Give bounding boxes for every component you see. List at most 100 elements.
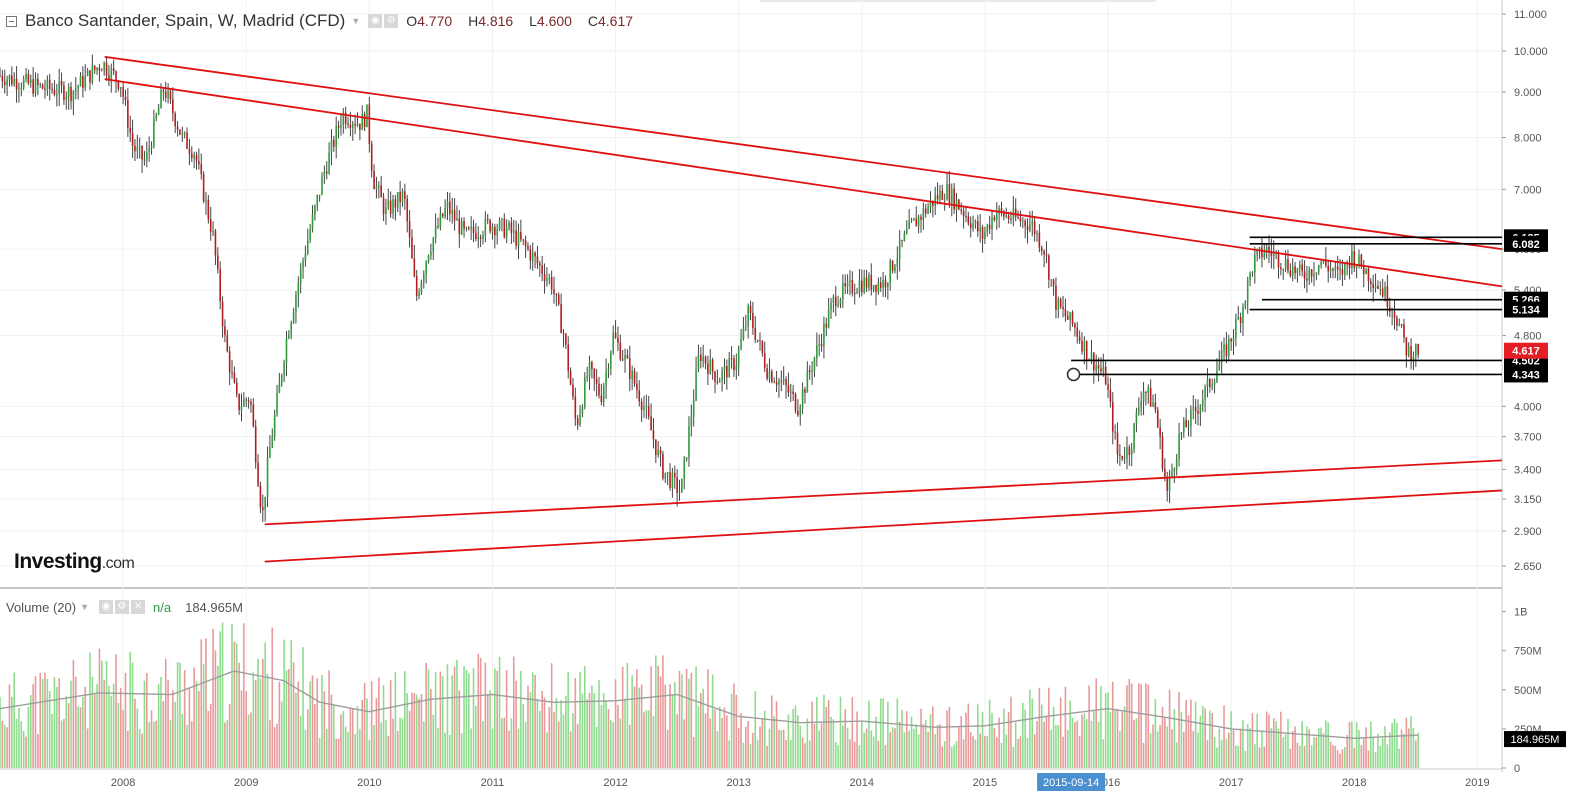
candle-body (740, 338, 742, 349)
volume-bar (1225, 738, 1228, 768)
price-tick-label: 9.000 (1514, 87, 1542, 99)
candle-body (190, 153, 193, 159)
volume-bar (617, 705, 619, 768)
volume-bar (562, 714, 565, 768)
chevron-down-icon[interactable]: ▼ (80, 602, 90, 612)
candle-body (1152, 402, 1154, 407)
candle-body (1282, 268, 1285, 270)
candle-body (924, 208, 927, 214)
gear-icon[interactable]: ⚙ (384, 14, 399, 28)
candle-body (621, 359, 624, 361)
price-tick-label: 4.800 (1514, 331, 1542, 343)
volume-bar (188, 687, 191, 768)
candle-body (863, 277, 865, 293)
candle-body (1329, 269, 1332, 272)
close-icon[interactable]: ✕ (131, 600, 146, 614)
volume-bar (356, 706, 359, 768)
high-label: H (468, 13, 479, 29)
volume-bar (1294, 726, 1296, 768)
volume-bar (115, 654, 117, 768)
price-tick-label: 2.900 (1514, 526, 1542, 538)
volume-bar (1254, 744, 1256, 768)
volume-bar (858, 745, 861, 768)
candle-body (1381, 288, 1384, 297)
candle-body (1164, 468, 1166, 477)
candle-body (508, 222, 510, 229)
candle-body (67, 86, 70, 97)
volume-bar (1029, 689, 1031, 768)
volume-bar (238, 662, 240, 768)
volume-bar (520, 671, 522, 768)
gear-icon[interactable]: ⚙ (115, 600, 130, 614)
volume-bar (901, 709, 903, 768)
volume-bar (690, 672, 693, 768)
volume-bar (763, 710, 766, 768)
volume-bar (63, 719, 65, 768)
candle-body (122, 87, 124, 97)
volume-bar (1074, 722, 1076, 768)
candle-body (72, 91, 75, 102)
candle-body (254, 426, 257, 463)
volume-bar (1370, 721, 1372, 768)
volume-bar (666, 729, 669, 768)
volume-bar (512, 656, 515, 768)
logo-suffix: .com (101, 555, 135, 572)
candle-body (633, 370, 636, 384)
volume-bar (221, 622, 224, 768)
volume-bar (359, 728, 361, 768)
volume-bar (1187, 715, 1190, 768)
time-tick-label: 2014 (850, 777, 874, 789)
volume-bar (801, 737, 804, 768)
volume-bar (101, 660, 103, 768)
candle-body (496, 229, 498, 236)
time-tick-label: 2010 (357, 777, 381, 789)
candle-body (430, 251, 432, 256)
volume-bar (1287, 718, 1289, 768)
volume-bar (295, 692, 297, 768)
crosshair-date-label: 2015-09-14 (1043, 777, 1099, 789)
volume-bar (1334, 745, 1337, 768)
candle-body (1180, 432, 1183, 435)
chevron-down-icon[interactable]: ▼ (351, 16, 361, 26)
time-tick-label: 2008 (111, 777, 135, 789)
level-label: 4.343 (1512, 369, 1540, 381)
candle-body (889, 260, 892, 283)
candle-body (730, 358, 733, 360)
volume-bar (730, 693, 733, 768)
volume-bar (808, 740, 811, 768)
visibility-icon[interactable]: ◉ (368, 14, 383, 28)
candle-body (662, 454, 664, 479)
volume-bar (1102, 739, 1105, 768)
candle-body (1090, 352, 1093, 360)
volume-bar (1386, 744, 1389, 768)
candle-body (1303, 271, 1306, 279)
volume-bar (1244, 750, 1247, 768)
volume-bar (486, 695, 489, 768)
volume-bar (778, 729, 780, 768)
candle-body (93, 65, 96, 71)
candle-body (960, 209, 963, 212)
volume-bar (1270, 728, 1273, 768)
volume-value-bg (1504, 731, 1566, 748)
volume-bar (813, 723, 816, 768)
candle-body (775, 382, 778, 385)
volume-bar (150, 710, 153, 768)
volume-bar (214, 650, 217, 768)
low-value: 4.600 (536, 13, 572, 29)
volume-bar (891, 727, 894, 768)
volume-bar (600, 704, 603, 768)
visibility-icon[interactable]: ◉ (99, 600, 114, 614)
collapse-icon[interactable] (6, 15, 17, 27)
volume-bar (910, 716, 913, 768)
volume-bar (389, 679, 392, 768)
volume-bar (297, 681, 300, 768)
volume-bar (1178, 692, 1180, 768)
volume-bar (1322, 733, 1325, 768)
volume-bar (1017, 738, 1019, 768)
volume-bar (1059, 697, 1062, 768)
candle-body (1244, 301, 1247, 307)
candle-body (754, 327, 757, 340)
volume-bar (1367, 750, 1370, 768)
candle-body (659, 449, 662, 455)
